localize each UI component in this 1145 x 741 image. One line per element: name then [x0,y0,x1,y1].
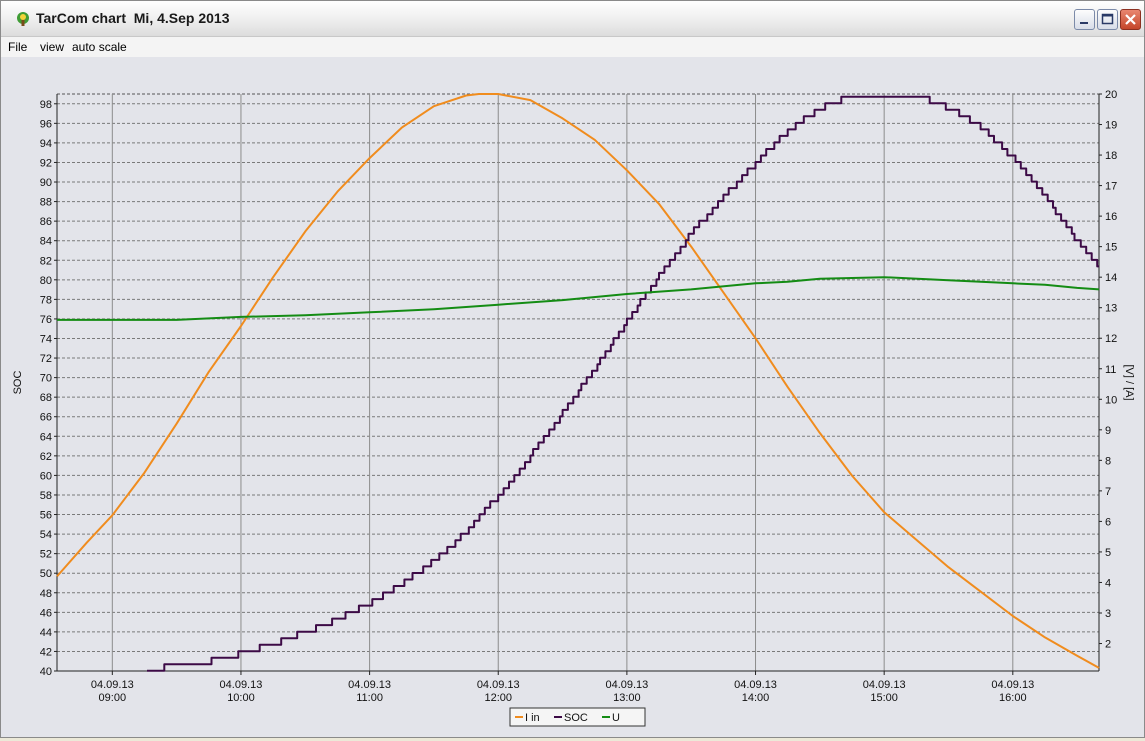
series-i-in [56,93,1100,669]
right-tick-label: 19 [1105,120,1117,132]
left-tick-label: 56 [40,510,52,522]
left-tick-label: 40 [40,666,52,678]
x-tick-time: 16:00 [999,692,1027,704]
right-axis-title: [V] / [A] [1123,364,1135,400]
x-tick-time: 09:00 [99,692,127,704]
legend-label-soc: SOC [564,712,588,724]
right-tick-label: 17 [1105,181,1117,193]
right-tick-label: 8 [1105,455,1111,467]
series-soc [147,95,1099,672]
right-tick-label: 10 [1105,394,1117,406]
left-tick-label: 62 [40,451,52,463]
x-tick-date: 04.09.13 [605,679,648,691]
left-tick-label: 90 [40,177,52,189]
x-tick-time: 13:00 [613,692,641,704]
left-axis-title: SOC [12,371,24,395]
maximize-button[interactable] [1097,9,1118,30]
left-tick-label: 78 [40,294,52,306]
plot-background [57,94,1099,671]
right-tick-label: 9 [1105,425,1111,437]
legend-label-i-in: I in [525,712,540,724]
left-tick-label: 86 [40,216,52,228]
right-tick-label: 16 [1105,211,1117,223]
left-tick-label: 68 [40,392,52,404]
right-tick-label: 6 [1105,516,1111,528]
menu-view[interactable]: view [40,40,65,54]
x-tick-date: 04.09.13 [863,679,906,691]
x-tick-date: 04.09.13 [91,679,134,691]
title-bar[interactable]: TarCom chart Mi, 4.Sep 2013 [1,1,1144,37]
left-tick-label: 54 [40,529,52,541]
chart-svg: 4042444648505254565860626466687072747678… [12,89,1135,727]
left-tick-label: 96 [40,118,52,130]
x-tick-date: 04.09.13 [991,679,1034,691]
x-tick-time: 12:00 [484,692,512,704]
x-tick-date: 04.09.13 [734,679,777,691]
app-icon [17,12,29,26]
right-tick-label: 3 [1105,608,1111,620]
minimize-button[interactable] [1074,9,1095,30]
right-tick-label: 20 [1105,89,1117,101]
legend-label-u: U [612,712,620,724]
x-tick-date: 04.09.13 [477,679,520,691]
x-tick-time: 14:00 [742,692,770,704]
left-tick-label: 52 [40,549,52,561]
left-tick-label: 72 [40,353,52,365]
left-tick-label: 58 [40,490,52,502]
x-tick-time: 11:00 [356,692,383,704]
left-tick-label: 74 [40,333,52,345]
maximize-icon [1101,13,1114,25]
right-tick-label: 4 [1105,577,1111,589]
right-tick-label: 13 [1105,303,1117,315]
left-tick-label: 82 [40,255,52,267]
left-tick-label: 60 [40,470,52,482]
right-tick-label: 14 [1105,272,1117,284]
left-tick-label: 76 [40,314,52,326]
right-tick-label: 2 [1105,639,1111,651]
right-tick-label: 11 [1105,364,1116,376]
right-tick-label: 12 [1105,333,1117,345]
close-button[interactable] [1120,9,1141,30]
menu-file[interactable]: File [8,40,28,54]
left-tick-label: 92 [40,157,52,169]
right-tick-label: 5 [1105,547,1111,559]
left-tick-label: 94 [40,138,52,150]
left-tick-label: 48 [40,588,52,600]
left-tick-label: 88 [40,197,52,209]
x-tick-date: 04.09.13 [220,679,263,691]
window-title: TarCom chart Mi, 4.Sep 2013 [36,10,230,26]
left-tick-label: 84 [40,236,52,248]
right-tick-label: 18 [1105,150,1117,162]
left-tick-label: 98 [40,99,52,111]
menu-bar: File view auto scale [1,37,1144,57]
left-tick-label: 46 [40,607,52,619]
x-tick-date: 04.09.13 [348,679,391,691]
menu-auto-scale[interactable]: auto scale [72,40,127,54]
minimize-icon [1080,22,1088,24]
left-tick-label: 50 [40,568,52,580]
left-tick-label: 70 [40,373,52,385]
legend-box [509,707,646,727]
left-tick-label: 64 [40,431,52,443]
chart-area: 40 42 44 46 48 50 52 54 56 58 60 62 64 66 68 70 72 74 76 78… [1,57,1144,737]
left-tick-label: 44 [40,627,52,639]
left-tick-label: 80 [40,275,52,287]
legend: I in SOC U [509,707,646,727]
right-tick-label: 7 [1105,486,1111,498]
right-tick-label: 15 [1105,242,1117,254]
left-tick-label: 66 [40,412,52,424]
left-tick-label: 42 [40,646,52,658]
series-u [57,276,1100,321]
close-icon [1125,14,1136,25]
x-tick-time: 10:00 [227,692,255,704]
x-tick-time: 15:00 [870,692,898,704]
